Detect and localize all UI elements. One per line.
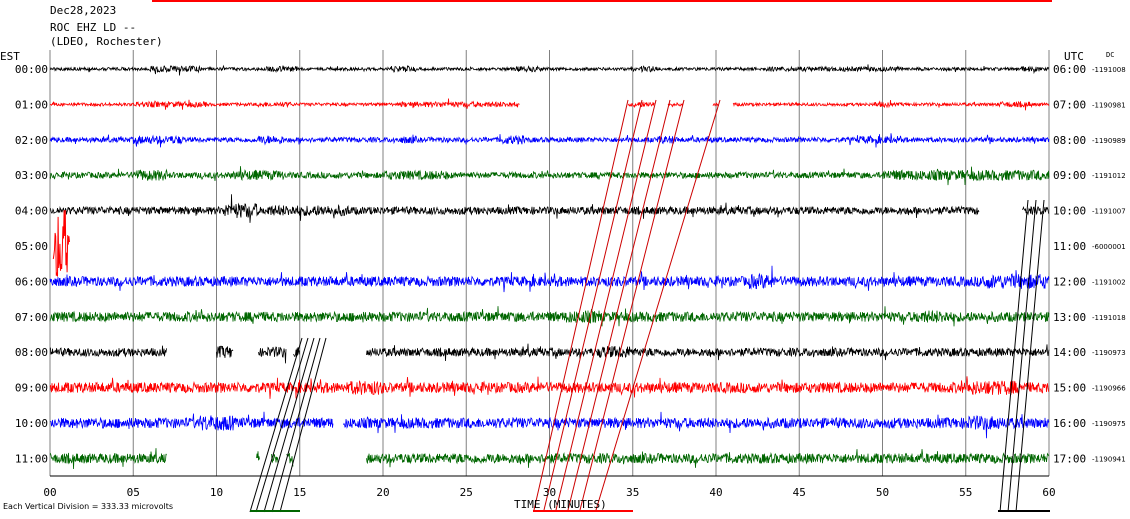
annotation-line [999,199,1029,513]
dc-offset-label: -1190975 [1092,420,1126,428]
utc-hour-label: 10:00 [1053,205,1086,218]
annotation-line [555,99,657,511]
annotation-line [255,337,309,513]
annotation-line [263,337,315,513]
est-hour-label: 01:00 [15,98,48,111]
x-tick-label: 15 [293,486,306,499]
header-network: (LDEO, Rochester) [50,35,163,48]
row-labels: 00:00 06:00 -1191008 01:00 07:00 -1190981 02:0… [15,63,1126,465]
utc-hour-label: 09:00 [1053,169,1086,182]
dc-offset-label: -6000001 [1092,243,1126,251]
utc-hour-label: 16:00 [1053,417,1086,430]
trace-spike [52,210,70,277]
utc-hour-label: 13:00 [1053,311,1086,324]
dc-offset-label: -1190966 [1092,385,1126,393]
annotation-line [1007,199,1037,513]
x-tick-label: 20 [376,486,389,499]
dc-offset-label: -1191008 [1092,66,1126,74]
seismic-trace [49,411,1050,439]
est-hour-label: 02:00 [15,134,48,147]
est-hour-label: 00:00 [15,63,48,76]
utc-hour-label: 17:00 [1053,452,1086,465]
seismic-trace [49,376,1050,399]
header-station: ROC EHZ LD -- [50,21,136,34]
utc-hour-label: 11:00 [1053,240,1086,253]
x-axis-title: TIME (MINUTES) [514,498,607,511]
right-timezone-label: UTC [1064,50,1084,63]
x-tick-label: 35 [626,486,639,499]
header-date: Dec28,2023 [50,4,116,17]
x-tick-label: 45 [793,486,806,499]
annotation-line [271,337,321,513]
dc-offset-label: -1191018 [1092,314,1126,322]
utc-hour-label: 15:00 [1053,382,1086,395]
annotation-line [595,99,721,511]
est-hour-label: 05:00 [15,240,48,253]
annotation-line [579,99,685,511]
utc-hour-label: 14:00 [1053,346,1086,359]
slanted-annotations [249,99,1050,513]
est-hour-label: 07:00 [15,311,48,324]
est-hour-label: 11:00 [15,452,48,465]
est-hour-label: 08:00 [15,346,48,359]
annotation-line [533,99,629,511]
x-tick-label: 30 [543,486,556,499]
est-hour-label: 10:00 [15,417,48,430]
x-tick-label: 50 [876,486,889,499]
x-tick-label: 40 [709,486,722,499]
utc-hour-label: 12:00 [1053,275,1086,288]
time-grid [49,50,1050,477]
seismic-trace [49,166,1050,186]
left-timezone-label: EST [0,50,20,63]
annotation-line [543,99,643,511]
annotation-line [279,337,327,513]
dc-offset-label: -1190973 [1092,349,1126,357]
est-hour-label: 04:00 [15,205,48,218]
x-tick-label: 55 [959,486,972,499]
annotation-line [249,337,303,513]
dc-offset-label: -1191002 [1092,278,1126,286]
utc-hour-label: 07:00 [1053,98,1086,111]
dc-label: DC [1106,51,1114,59]
dc-offset-label: -1190941 [1092,455,1126,463]
est-hour-label: 06:00 [15,275,48,288]
utc-hour-label: 06:00 [1053,63,1086,76]
x-tick-label: 05 [127,486,140,499]
annotation-line [567,99,671,511]
seismic-traces [49,64,1050,470]
dc-offset-label: -1190989 [1092,137,1126,145]
utc-hour-label: 08:00 [1053,134,1086,147]
seismic-trace [49,306,1050,327]
x-axis-ticks: 00 05 10 15 20 25 30 35 40 45 50 55 60 [43,486,1055,499]
dc-offset-label: -1191012 [1092,172,1126,180]
est-hour-label: 03:00 [15,169,48,182]
seismic-trace [49,265,1050,293]
est-hour-label: 09:00 [15,382,48,395]
seismic-trace [49,64,1050,76]
x-tick-label: 00 [43,486,56,499]
seismic-trace [49,343,1050,364]
dc-offset-label: -1191007 [1092,208,1126,216]
x-tick-label: 60 [1042,486,1055,499]
seismic-trace [49,133,1050,148]
division-note: Each Vertical Division = 333.33 microvol… [3,502,173,511]
x-tick-label: 25 [460,486,473,499]
x-tick-label: 10 [210,486,223,499]
dc-offset-label: -1190981 [1092,101,1126,109]
annotation-line [1015,199,1045,513]
seismic-trace [49,448,1050,470]
